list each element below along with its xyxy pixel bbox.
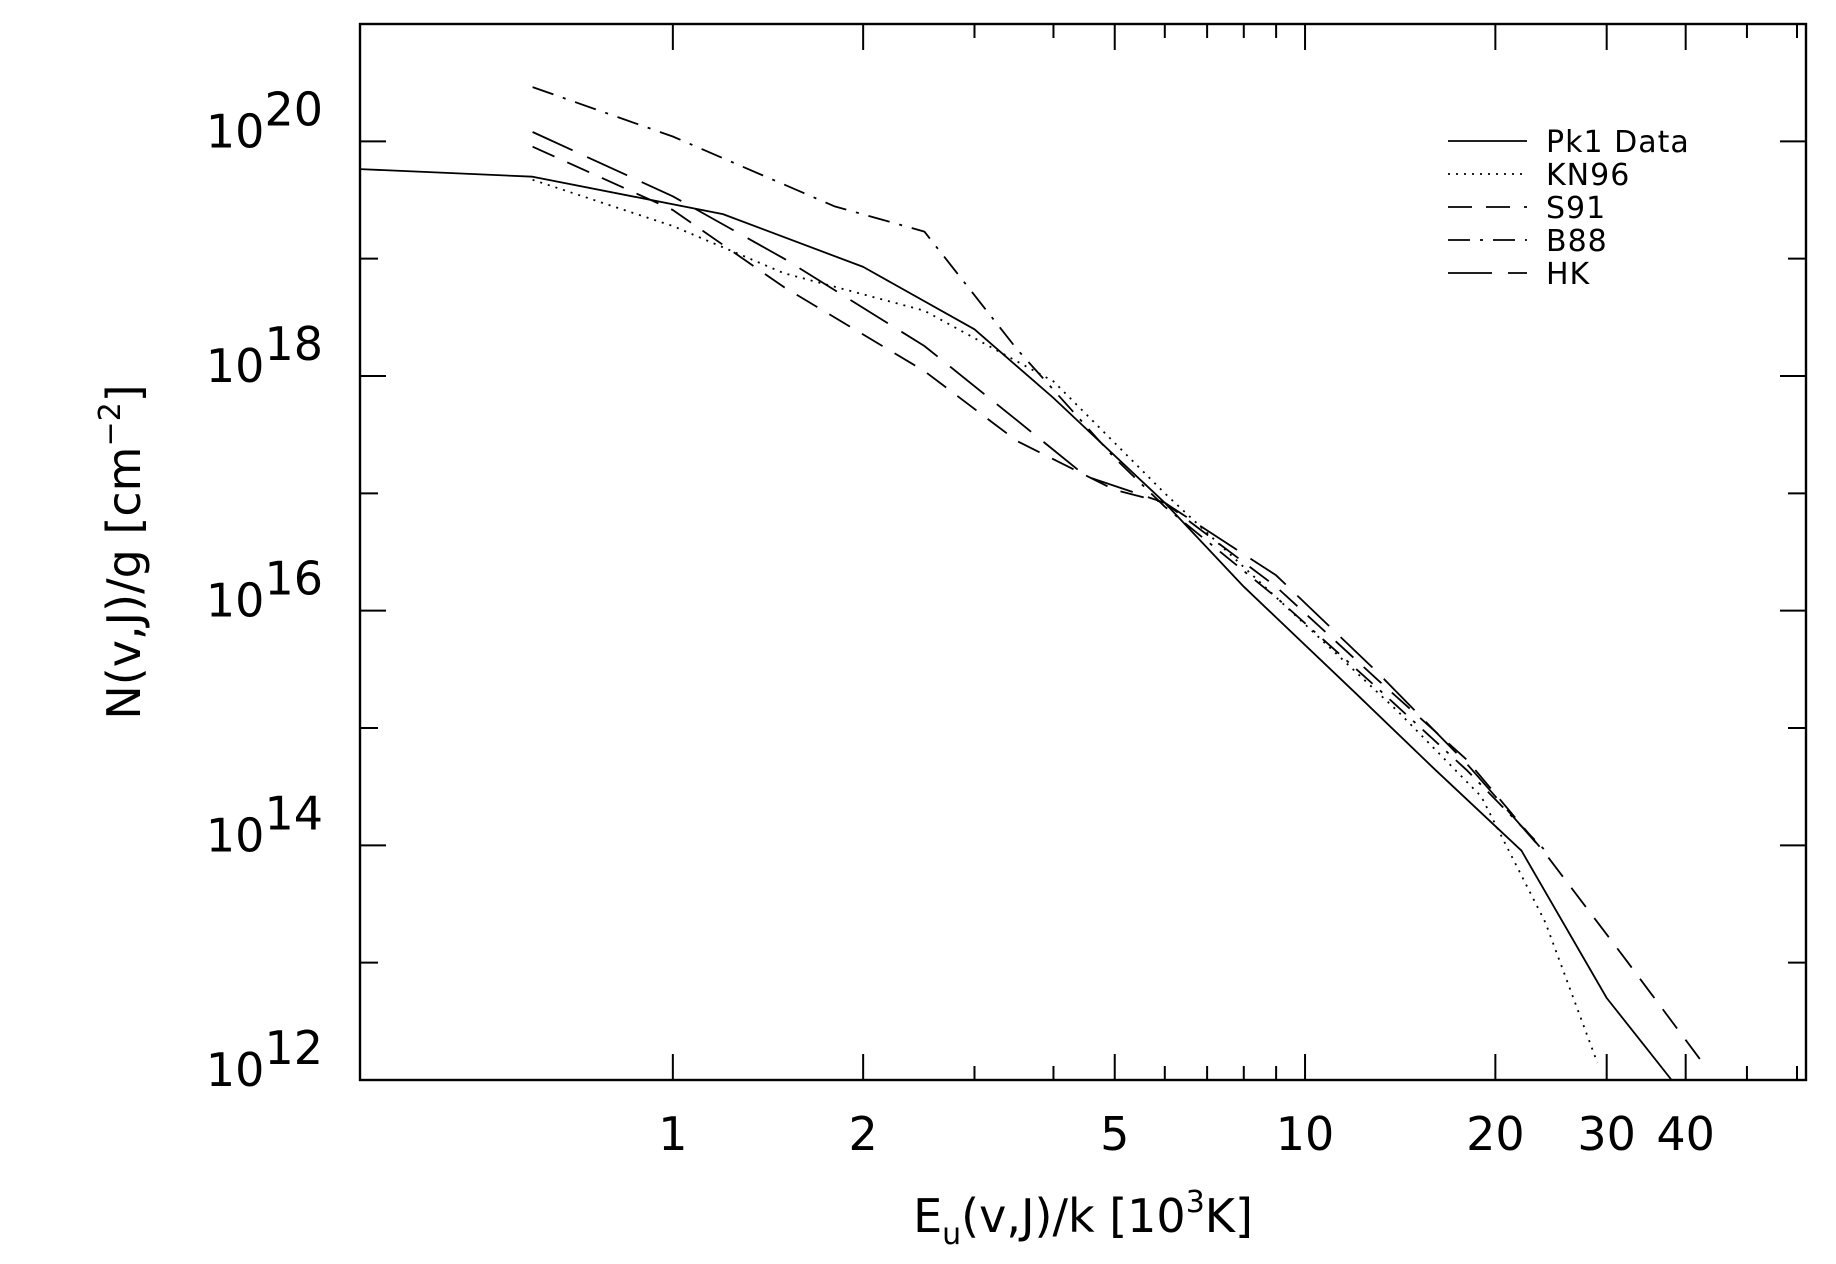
y-title-sup: −2 (93, 402, 128, 446)
y-tick-base: 10 (206, 574, 265, 628)
x-tick-label: 5 (1100, 1107, 1129, 1161)
y-tick-base: 10 (206, 104, 265, 158)
series-line-hk (532, 131, 1547, 855)
y-tick-label: 1012 (206, 1021, 323, 1097)
series-group (359, 86, 1707, 1081)
x-title-mid: (v,J)/k [10 (961, 1189, 1186, 1243)
legend-label: KN96 (1546, 158, 1630, 193)
series-line-kn96 (532, 178, 1599, 1064)
x-tick-label: 1 (658, 1107, 687, 1161)
legend-label: HK (1546, 257, 1591, 292)
y-tick-exponent: 12 (264, 1021, 323, 1075)
series-line-pk1-data (359, 168, 1673, 1081)
x-title-tail: K] (1205, 1189, 1253, 1243)
x-tick-label: 10 (1276, 1107, 1335, 1161)
series-line-s91 (532, 145, 1707, 1068)
legend-label: Pk1 Data (1546, 125, 1690, 160)
y-tick-label: 1016 (206, 552, 323, 628)
axis-ticks (360, 23, 1806, 1081)
x-tick-label: 30 (1577, 1107, 1636, 1161)
series-line-b88 (532, 86, 1547, 852)
x-tick-label: 2 (849, 1107, 878, 1161)
x-title-sup: 3 (1186, 1185, 1205, 1220)
y-tick-label: 1014 (206, 786, 323, 862)
legend-label: S91 (1546, 191, 1606, 226)
plot-frame (358, 22, 1808, 1082)
x-title-sub: u (942, 1217, 961, 1252)
y-tick-exponent: 14 (264, 786, 323, 840)
y-title-tail: ] (97, 384, 151, 402)
y-tick-exponent: 18 (264, 317, 323, 371)
y-axis-title: N(v,J)/g [cm−2] (93, 384, 151, 719)
x-tick-label: 40 (1656, 1107, 1715, 1161)
x-tick-label: 20 (1466, 1107, 1525, 1161)
y-title-main: N(v,J)/g [cm (97, 447, 151, 720)
y-tick-base: 10 (206, 339, 265, 393)
x-axis-title: Eu(v,J)/k [103K] (913, 1185, 1253, 1252)
y-tick-label: 1020 (206, 82, 323, 158)
legend-label: B88 (1546, 224, 1608, 259)
y-tick-base: 10 (206, 1043, 265, 1097)
y-tick-exponent: 16 (264, 552, 323, 606)
y-tick-label: 1018 (206, 317, 323, 393)
y-tick-exponent: 20 (264, 82, 323, 136)
x-title-main: E (913, 1189, 942, 1243)
y-tick-base: 10 (206, 808, 265, 862)
